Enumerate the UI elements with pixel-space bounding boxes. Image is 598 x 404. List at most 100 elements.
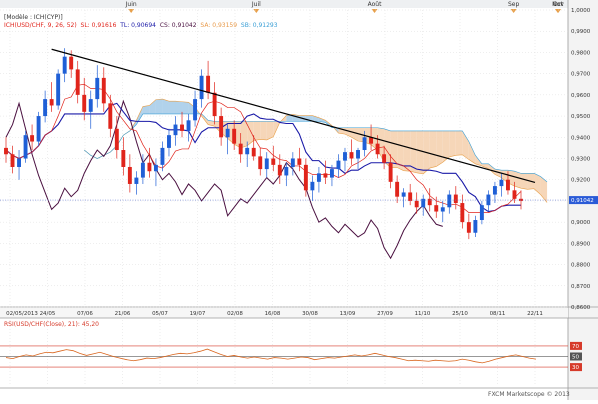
candle-body bbox=[251, 147, 256, 157]
cloud-segment bbox=[312, 115, 319, 122]
y-tick-label: 0,8900 bbox=[571, 241, 591, 247]
month-marker bbox=[371, 9, 378, 13]
candle-body bbox=[108, 103, 113, 129]
x-tick-label: 02/05/2013 bbox=[6, 311, 38, 317]
month-label: Nov bbox=[552, 1, 564, 8]
cloud-segment bbox=[149, 99, 156, 114]
candle-body bbox=[134, 177, 139, 184]
candle-body bbox=[36, 116, 41, 142]
cloud-segment bbox=[136, 106, 143, 125]
candle-body bbox=[258, 156, 263, 170]
top-ruler bbox=[0, 0, 598, 8]
candle-body bbox=[180, 124, 184, 131]
y-tick-label: 0,9200 bbox=[571, 178, 591, 184]
cloud-segment bbox=[410, 130, 417, 173]
cloud-segment bbox=[175, 101, 183, 114]
rsi-level-box bbox=[570, 363, 582, 372]
cloud-segment bbox=[201, 113, 209, 125]
candle-body bbox=[245, 147, 250, 155]
model-label: [Modèle : ICH(CYP)] bbox=[4, 14, 63, 21]
y-tick-label: 0,8800 bbox=[571, 263, 591, 269]
y-tick-label: 0,8700 bbox=[571, 284, 591, 290]
candle-body bbox=[88, 99, 93, 112]
x-tick-label: 11/10 bbox=[415, 311, 431, 317]
indicator-name: ICH(USD/CHF, 9, 26, 52) bbox=[4, 22, 77, 29]
cloud-segment bbox=[449, 130, 456, 157]
sb-value: SB: 0,91293 bbox=[240, 22, 278, 29]
candle-body bbox=[69, 56, 74, 70]
month-label: Sep bbox=[508, 1, 520, 8]
candle-body bbox=[56, 73, 61, 106]
candle-body bbox=[147, 162, 152, 172]
month-marker bbox=[253, 9, 260, 13]
candle-body bbox=[369, 137, 374, 144]
candle-body bbox=[4, 147, 8, 155]
cloud-segment bbox=[397, 130, 404, 171]
x-tick-label: 07/06 bbox=[77, 311, 93, 317]
candle-body bbox=[75, 69, 80, 95]
candle-body bbox=[193, 99, 198, 121]
cloud-segment bbox=[377, 127, 385, 162]
indicator-legend: ICH(USD/CHF, 9, 26, 52) SL: 0,91616 TL: … bbox=[4, 22, 278, 29]
cloud-segment bbox=[142, 105, 150, 114]
cloud-segment bbox=[488, 163, 495, 175]
candle-body bbox=[284, 166, 289, 176]
cloud-segment bbox=[416, 130, 424, 174]
candle-body bbox=[238, 143, 243, 155]
cloud-segment bbox=[266, 121, 274, 140]
y-tick-label: 0,9700 bbox=[571, 72, 591, 78]
candle-body bbox=[421, 198, 426, 208]
candle-body bbox=[388, 162, 393, 182]
x-tick-label: 24/05 bbox=[40, 311, 56, 317]
cloud-segment bbox=[462, 130, 469, 160]
candle-body bbox=[23, 135, 28, 159]
x-tick-label: 05/07 bbox=[152, 311, 168, 317]
cloud-segment bbox=[436, 130, 443, 167]
chikou-line bbox=[5, 99, 443, 260]
candle-body bbox=[232, 128, 237, 144]
candle-body bbox=[375, 143, 380, 155]
cloud-segment bbox=[253, 121, 261, 141]
rsi-level-box bbox=[570, 341, 582, 350]
month-marker bbox=[510, 9, 517, 13]
cloud-segment bbox=[468, 141, 476, 164]
candle-body bbox=[453, 194, 458, 204]
candle-body bbox=[212, 92, 217, 117]
x-tick-label: 22/11 bbox=[527, 311, 543, 317]
x-tick-label: 13/09 bbox=[340, 311, 356, 317]
candle-body bbox=[382, 154, 387, 163]
candle-body bbox=[121, 150, 126, 167]
candle-body bbox=[140, 162, 145, 178]
candle-body bbox=[82, 94, 87, 112]
candle-body bbox=[206, 75, 211, 93]
candle-body bbox=[401, 192, 406, 197]
candle-body bbox=[127, 166, 132, 184]
candle-body bbox=[30, 135, 35, 142]
cloud-segment bbox=[155, 99, 163, 114]
y-tick-label: 1,0000 bbox=[571, 8, 591, 14]
cloud-segment bbox=[494, 169, 502, 178]
y-tick-label: 0,9400 bbox=[571, 135, 591, 141]
candle-body bbox=[186, 120, 191, 131]
candle-body bbox=[264, 158, 269, 170]
x-tick-label: 21/06 bbox=[115, 311, 131, 317]
cloud-segment bbox=[475, 155, 482, 166]
cloud-segment bbox=[162, 99, 169, 114]
cloud-segment bbox=[442, 130, 450, 163]
x-tick-label: 19/07 bbox=[190, 311, 206, 317]
last-price-label: 0,91042 bbox=[571, 198, 594, 204]
candle-body bbox=[17, 158, 21, 167]
candle-body bbox=[427, 198, 432, 206]
candle-body bbox=[297, 158, 302, 165]
candle-body bbox=[434, 205, 439, 212]
candle-body bbox=[199, 75, 204, 100]
y-tick-label: 0,8600 bbox=[571, 305, 591, 311]
candle-body bbox=[290, 158, 295, 167]
cloud-segment bbox=[455, 130, 463, 156]
cloud-segment bbox=[260, 121, 267, 140]
rsi-line bbox=[5, 348, 537, 364]
candle-body bbox=[473, 220, 478, 233]
candle-body bbox=[173, 124, 178, 136]
cloud-segment bbox=[429, 130, 437, 169]
